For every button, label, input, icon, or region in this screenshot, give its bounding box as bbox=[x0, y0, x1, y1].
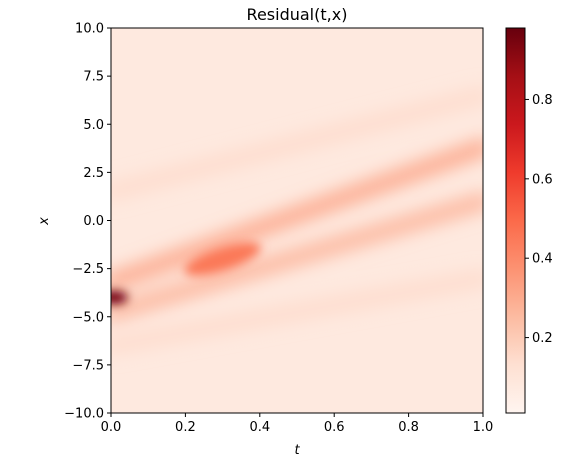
x-tick-label: 0.8 bbox=[398, 420, 419, 435]
y-tick-label: −7.5 bbox=[72, 358, 104, 373]
y-tick-label: 10.0 bbox=[75, 22, 104, 37]
heat-bands bbox=[111, 87, 483, 354]
y-tick-label: 0.0 bbox=[83, 214, 104, 229]
x-tick-label: 0.2 bbox=[175, 420, 196, 435]
heat-band-main-band-upper bbox=[111, 139, 483, 291]
colorbar bbox=[505, 27, 526, 414]
x-axis-label: t bbox=[294, 443, 300, 458]
x-axis: 0.0 0.2 0.4 0.6 0.8 1.0 bbox=[101, 413, 494, 435]
y-tick-label: 2.5 bbox=[83, 166, 104, 181]
y-tick-label: 7.5 bbox=[83, 70, 104, 85]
y-axis: 10.0 7.5 5.0 2.5 0.0 −2.5 −5.0 −7.5 −10.0 bbox=[64, 22, 111, 422]
y-tick-label: −10.0 bbox=[64, 407, 104, 422]
y-tick-label: 5.0 bbox=[83, 118, 104, 133]
heat-band-main-band-lower bbox=[111, 193, 483, 321]
chart-title: Residual(t,x) bbox=[247, 5, 348, 24]
heat-band-lower-faint-band bbox=[111, 270, 483, 354]
heat-spots bbox=[111, 242, 261, 305]
x-tick-label: 0.4 bbox=[249, 420, 270, 435]
heat-spot-mid-blob bbox=[184, 242, 261, 276]
heat-spot-peak bbox=[111, 290, 128, 305]
colorbar-tick-label: 0.8 bbox=[532, 93, 553, 108]
x-tick-label: 0.6 bbox=[324, 420, 345, 435]
colorbar-ticks: 0.2 0.4 0.6 0.8 bbox=[525, 93, 553, 346]
y-tick-label: −2.5 bbox=[72, 262, 104, 277]
colorbar-tick-label: 0.6 bbox=[532, 172, 553, 187]
heatmap-field bbox=[111, 87, 483, 354]
y-axis-label: x bbox=[37, 217, 52, 226]
x-tick-label: 0.0 bbox=[101, 420, 122, 435]
x-tick-label: 1.0 bbox=[473, 420, 494, 435]
y-tick-label: −5.0 bbox=[72, 310, 104, 325]
colorbar-tick-label: 0.4 bbox=[532, 252, 553, 267]
heat-band-upper-faint-band bbox=[111, 87, 483, 200]
colorbar-tick-label: 0.2 bbox=[532, 331, 553, 346]
